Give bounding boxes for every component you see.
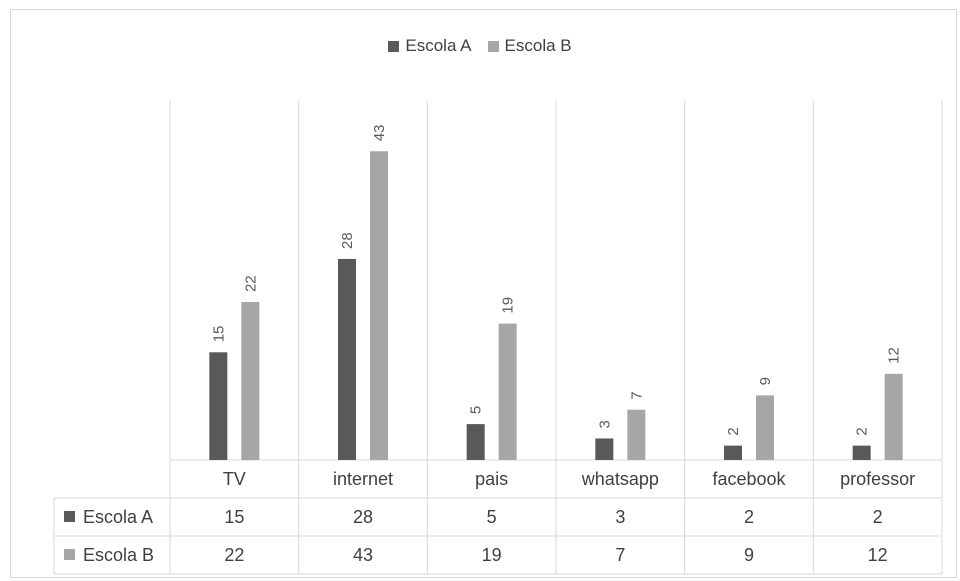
data-label-escola-a-pais: 5	[468, 406, 485, 414]
category-label-internet: internet	[333, 469, 393, 489]
chart-frame	[10, 9, 957, 578]
bar-escola-b-tv	[241, 302, 260, 460]
data-label-escola-b-whatsapp: 7	[628, 391, 645, 399]
bar-escola-a-internet	[338, 258, 356, 460]
category-label-facebook: facebook	[712, 469, 786, 489]
table-legend-key-escola-b	[64, 549, 75, 560]
data-label-escola-a-professor: 2	[854, 427, 871, 435]
category-label-whatsapp: whatsapp	[581, 469, 659, 489]
table-cell-escola-b-internet: 43	[353, 545, 373, 565]
data-label-escola-a-tv: 15	[210, 326, 227, 343]
data-label-escola-b-tv: 22	[242, 275, 259, 292]
category-label-tv: TV	[223, 469, 246, 489]
table-cell-escola-b-facebook: 9	[744, 545, 754, 565]
table-cell-escola-a-internet: 28	[353, 507, 373, 527]
bar-escola-a-tv	[209, 352, 228, 460]
legend-label-escola-b: Escola B	[504, 36, 572, 55]
bar-escola-b-professor	[884, 373, 903, 460]
table-cell-escola-b-professor: 12	[868, 545, 888, 565]
bar-escola-b-facebook	[756, 395, 774, 460]
legend-swatch-escola-b	[487, 40, 499, 52]
legend-item-escola-b: Escola B	[487, 36, 572, 56]
table-cell-escola-a-pais: 5	[487, 507, 497, 527]
data-label-escola-b-pais: 19	[500, 297, 517, 314]
bar-escola-a-pais	[466, 424, 485, 460]
data-label-escola-a-internet: 28	[339, 232, 356, 249]
legend-label-escola-a: Escola A	[405, 36, 472, 55]
table-cell-escola-a-facebook: 2	[744, 507, 754, 527]
data-label-escola-b-professor: 12	[886, 347, 903, 364]
legend: Escola A Escola B	[0, 36, 960, 56]
table-cell-escola-a-tv: 15	[224, 507, 244, 527]
bar-escola-b-whatsapp	[627, 409, 646, 460]
table-row-label-escola-a: Escola A	[83, 507, 153, 527]
table-cell-escola-b-pais: 19	[482, 545, 502, 565]
table-cell-escola-b-tv: 22	[224, 545, 244, 565]
legend-swatch-escola-a	[388, 40, 400, 52]
table-cell-escola-a-professor: 2	[873, 507, 883, 527]
bar-escola-a-whatsapp	[595, 438, 614, 460]
table-cell-escola-b-whatsapp: 7	[615, 545, 625, 565]
category-label-professor: professor	[840, 469, 915, 489]
data-label-escola-a-facebook: 2	[725, 427, 742, 435]
data-label-escola-a-whatsapp: 3	[596, 420, 613, 428]
bar-escola-b-internet	[370, 151, 388, 460]
category-label-pais: pais	[475, 469, 508, 489]
bar-escola-b-pais	[498, 323, 517, 460]
bar-escola-a-facebook	[724, 445, 742, 460]
table-legend-key-escola-a	[64, 511, 75, 522]
table-cell-escola-a-whatsapp: 3	[615, 507, 625, 527]
data-label-escola-b-internet: 43	[371, 125, 388, 142]
bar-escola-a-professor	[852, 445, 871, 460]
table-row-label-escola-b: Escola B	[83, 545, 154, 565]
legend-item-escola-a: Escola A	[388, 36, 472, 56]
data-label-escola-b-facebook: 9	[757, 377, 774, 385]
